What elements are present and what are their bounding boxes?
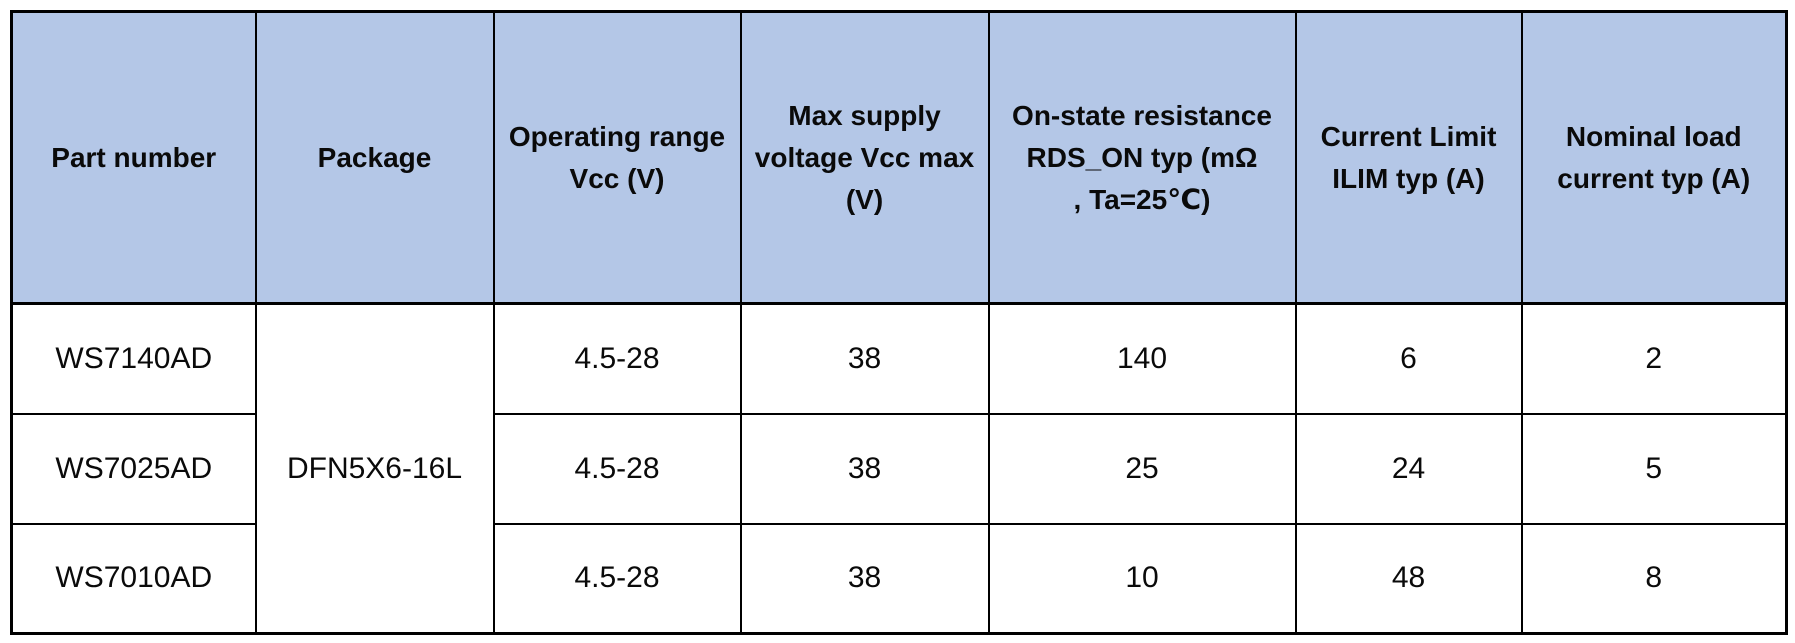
cell-part-number: WS7140AD xyxy=(10,302,257,415)
cell-nominal-load: 5 xyxy=(1520,412,1788,525)
table-row-ws7025ad: WS7025AD 4.5-28 38 25 24 5 xyxy=(10,412,1788,525)
cell-ilim: 48 xyxy=(1294,522,1523,635)
cell-nominal-load: 2 xyxy=(1520,302,1788,415)
header-on-state-resistance: On-state resistance RDS_ON typ (mΩ , Ta=… xyxy=(987,10,1297,305)
cell-ilim: 6 xyxy=(1294,302,1523,415)
header-current-limit: Current Limit ILIM typ (A) xyxy=(1294,10,1523,305)
cell-rds-on: 25 xyxy=(987,412,1297,525)
header-package: Package xyxy=(254,10,495,305)
product-spec-table: Part number Package Operating range Vcc … xyxy=(10,10,1788,635)
cell-part-number: WS7025AD xyxy=(10,412,257,525)
cell-part-number: WS7010AD xyxy=(10,522,257,635)
table-row-ws7140ad: WS7140AD DFN5X6-16L 4.5-28 38 140 6 2 xyxy=(10,302,1788,635)
cell-rds-on: 140 xyxy=(987,302,1297,415)
cell-nominal-load: 8 xyxy=(1520,522,1788,635)
cell-vcc-max: 38 xyxy=(739,302,990,415)
cell-ilim: 24 xyxy=(1294,412,1523,525)
cell-vcc-max: 38 xyxy=(739,522,990,635)
table-row-ws7010ad: WS7010AD 4.5-28 38 10 48 8 xyxy=(10,522,1788,635)
cell-rds-on: 10 xyxy=(987,522,1297,635)
header-nominal-load-current: Nominal load current typ (A) xyxy=(1520,10,1788,305)
header-operating-range: Operating range Vcc (V) xyxy=(492,10,742,305)
cell-operating-range: 4.5-28 xyxy=(492,522,742,635)
cell-operating-range: 4.5-28 xyxy=(492,302,742,415)
header-max-supply-voltage: Max supply voltage Vcc max (V) xyxy=(739,10,990,305)
cell-package-merged: DFN5X6-16L xyxy=(254,302,495,635)
cell-operating-range: 4.5-28 xyxy=(492,412,742,525)
header-part-number: Part number xyxy=(10,10,257,305)
header-row: Part number Package Operating range Vcc … xyxy=(10,10,1788,305)
cell-vcc-max: 38 xyxy=(739,412,990,525)
